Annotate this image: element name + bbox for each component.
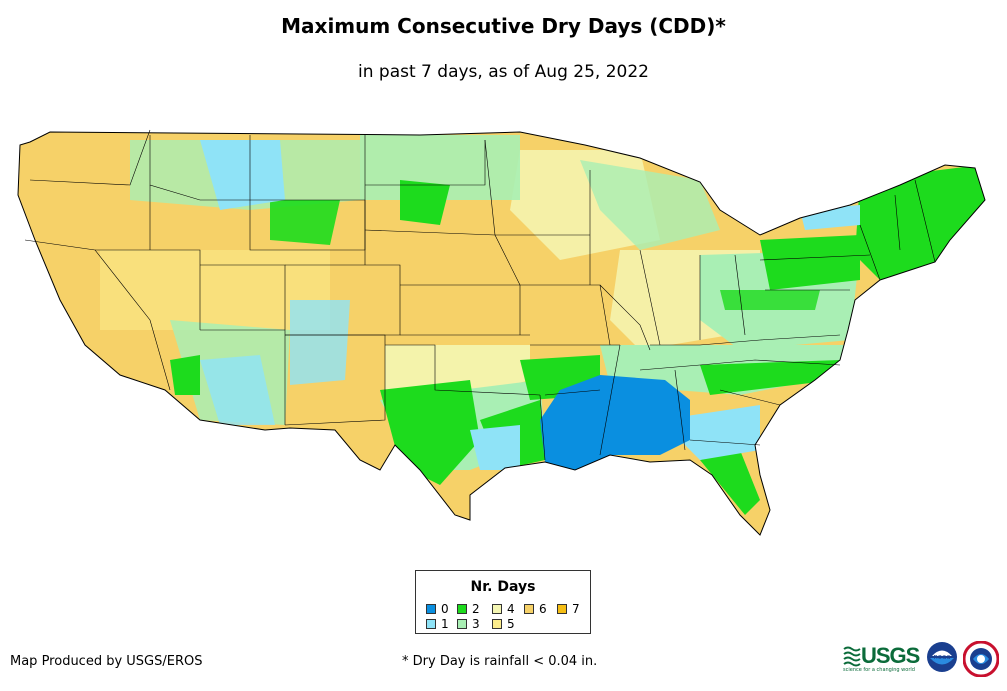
map-title: Maximum Consecutive Dry Days (CDD)* — [281, 14, 726, 38]
map-subtitle: in past 7 days, as of Aug 25, 2022 — [358, 62, 649, 82]
nws-logo — [963, 641, 999, 677]
legend-title: Nr. Days — [470, 579, 536, 595]
legend-swatch — [457, 619, 467, 629]
legend-swatch — [557, 604, 567, 614]
legend: Nr. Days 0 2 4 6 7 1 3 5 — [415, 570, 591, 634]
legend-item-1: 1 — [426, 617, 449, 631]
legend-swatch — [457, 604, 467, 614]
legend-item-3: 3 — [457, 617, 480, 631]
producer-credit: Map Produced by USGS/EROS — [10, 654, 203, 669]
legend-swatch — [426, 619, 436, 629]
state-borders — [24, 129, 936, 461]
usgs-logo: USGS science for a changing world — [843, 643, 920, 679]
legend-item-7: 7 — [557, 602, 580, 616]
usgs-tagline: science for a changing world — [843, 667, 915, 673]
legend-item-4: 4 — [492, 602, 515, 616]
usgs-wordmark: USGS — [861, 643, 920, 668]
map-fill — [18, 132, 985, 535]
legend-item-0: 0 — [426, 602, 449, 616]
legend-item-2: 2 — [457, 602, 480, 616]
us-outline — [17, 131, 986, 536]
legend-item-5: 5 — [492, 617, 515, 631]
noaa-logo: noaa — [927, 642, 957, 672]
legend-swatch — [492, 619, 502, 629]
legend-item-6: 6 — [524, 602, 547, 616]
usgs-wave-icon — [843, 646, 861, 667]
legend-swatch — [524, 604, 534, 614]
legend-swatch — [426, 604, 436, 614]
legend-swatch — [492, 604, 502, 614]
noaa-text: noaa — [933, 653, 950, 661]
dry-day-note: * Dry Day is rainfall < 0.04 in. — [402, 654, 598, 669]
